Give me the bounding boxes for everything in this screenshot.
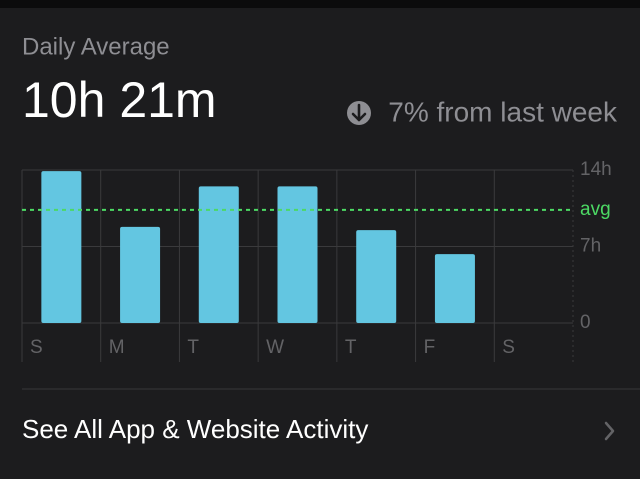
x-tick-label: S: [502, 337, 515, 358]
x-tick-label: F: [424, 337, 436, 358]
x-tick-label: W: [266, 337, 284, 358]
x-tick-label: M: [109, 337, 125, 358]
bar: [277, 186, 318, 323]
daily-average: 10h 21m: [22, 72, 217, 128]
down-arrow-icon: [347, 101, 371, 125]
y-tick-label: 0: [580, 312, 591, 333]
activity-link[interactable]: See All App & Website Activity: [22, 414, 368, 444]
bar: [41, 171, 82, 323]
x-tick-label: T: [345, 337, 357, 358]
x-tick-label: T: [187, 337, 199, 358]
y-tick-label: 7h: [580, 236, 601, 257]
y-tick-label: 14h: [580, 159, 612, 180]
bar: [434, 254, 475, 323]
average-label: avg: [580, 199, 611, 220]
bar: [198, 186, 239, 323]
chevron[interactable]: [604, 421, 615, 441]
bar: [356, 230, 397, 323]
top-strip: [0, 0, 640, 8]
bar: [120, 226, 161, 323]
section-label: Daily Average: [22, 33, 170, 60]
weekly-change: 7% from last week: [388, 96, 618, 127]
x-tick-label: S: [30, 337, 43, 358]
